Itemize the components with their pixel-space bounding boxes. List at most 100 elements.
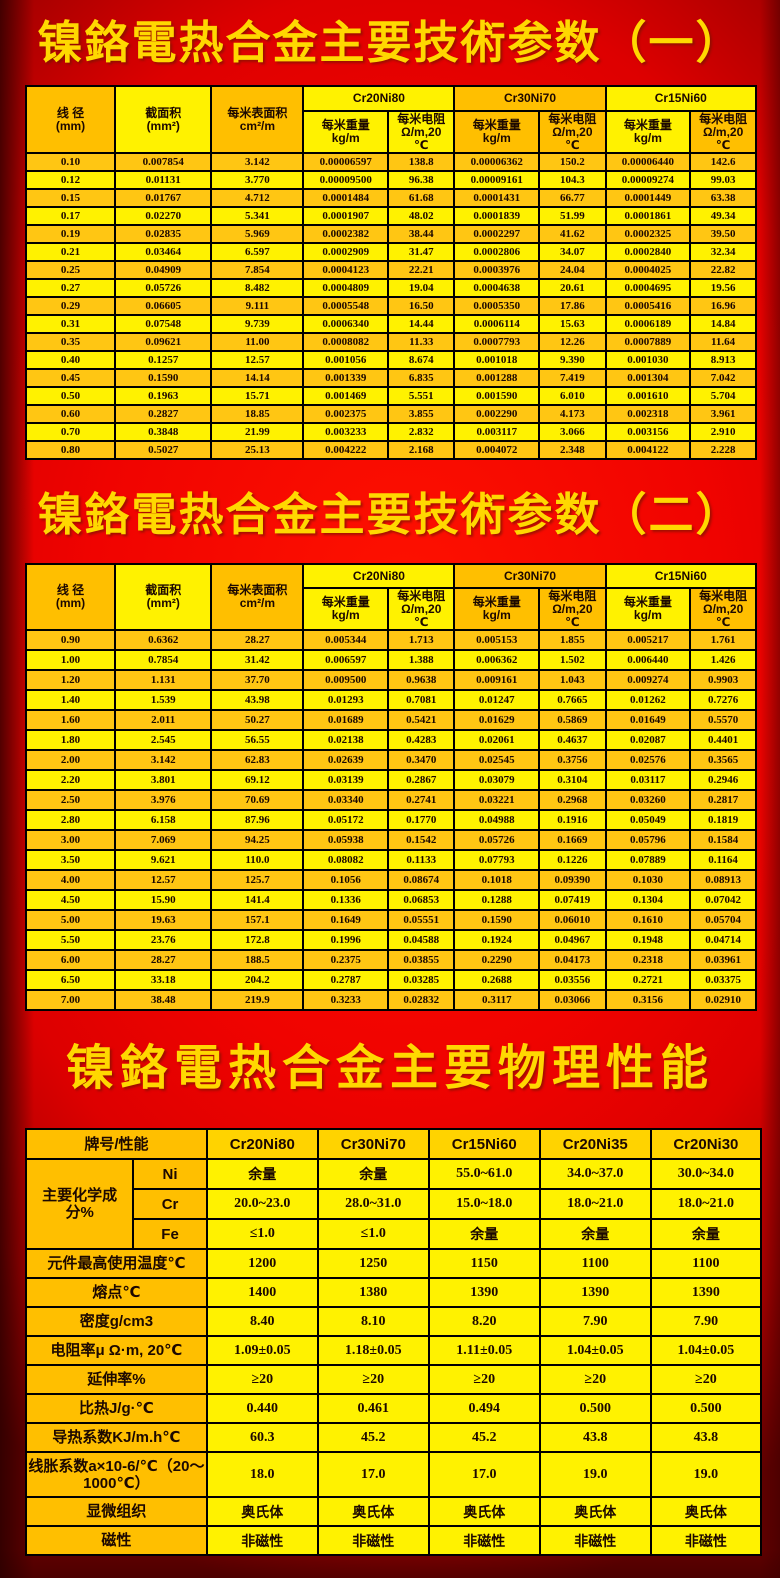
- data-cell: 34.0~37.0: [538, 1158, 652, 1190]
- table-row: 延伸率% ≥20 ≥20 ≥20 ≥20 ≥20: [25, 1364, 763, 1395]
- data-cell: 0.005344: [302, 629, 390, 651]
- data-cell: 0.06010: [538, 909, 607, 931]
- data-cell: 0.3565: [689, 749, 757, 771]
- data-cell: 141.4: [210, 889, 305, 911]
- data-cell: 余量: [205, 1158, 319, 1190]
- data-cell: 0.02639: [302, 749, 390, 771]
- data-cell: 1390: [538, 1277, 652, 1308]
- data-cell: 0.0004123: [302, 260, 390, 280]
- data-cell: 34.07: [538, 242, 607, 262]
- data-cell: 0.0006189: [604, 314, 692, 334]
- data-cell: 39.50: [689, 224, 757, 244]
- data-cell: 0.0001449: [604, 188, 692, 208]
- data-cell: 0.07042: [689, 889, 757, 911]
- header-cell-alloy: Cr30Ni70: [453, 563, 607, 589]
- data-cell: 48.02: [387, 206, 456, 226]
- data-cell: 0.01262: [604, 689, 692, 711]
- data-cell: 0.04967: [538, 929, 607, 951]
- data-cell: 0.08082: [302, 849, 390, 871]
- data-cell: 0.2318: [604, 949, 692, 971]
- data-cell: 9.390: [538, 350, 607, 370]
- data-cell: 0.0004809: [302, 278, 390, 298]
- table-row: 0.80 0.5027 25.13 0.004222 2.168 0.004072 2.34…: [24, 440, 757, 460]
- data-cell: 0.00009274: [604, 170, 692, 190]
- data-cell: 0.40: [24, 350, 117, 370]
- row-label-property: 元件最高使用温度℃: [25, 1248, 208, 1279]
- data-cell: 2.20: [24, 769, 117, 791]
- data-cell: 0.7665: [538, 689, 607, 711]
- data-cell: 0.29: [24, 296, 117, 316]
- data-cell: 0.02545: [453, 749, 541, 771]
- data-cell: 0.02576: [604, 749, 692, 771]
- data-cell: 余量: [649, 1218, 763, 1250]
- data-cell: 6.158: [114, 809, 213, 831]
- data-cell: 0.80: [24, 440, 117, 460]
- data-cell: 22.21: [387, 260, 456, 280]
- data-cell: 55.0~61.0: [427, 1158, 541, 1190]
- data-cell: 0.1133: [387, 849, 456, 871]
- data-cell: 204.2: [210, 969, 305, 991]
- data-cell: 0.0004695: [604, 278, 692, 298]
- data-cell: 150.2: [538, 152, 607, 172]
- header-cell-alloy: Cr30Ni70: [316, 1128, 430, 1160]
- header-cell-weight: 每米重量 kg/m: [302, 587, 390, 631]
- data-cell: 19.04: [387, 278, 456, 298]
- data-cell: 0.0006114: [453, 314, 541, 334]
- data-cell: 0.19: [24, 224, 117, 244]
- data-cell: 1380: [316, 1277, 430, 1308]
- data-cell: 87.96: [210, 809, 305, 831]
- data-cell: 0.10: [24, 152, 117, 172]
- data-cell: 6.50: [24, 969, 117, 991]
- data-cell: 0.2867: [387, 769, 456, 791]
- header-cell-resistance: 每米电阻 Ω/m,20 ℃: [689, 587, 757, 631]
- data-cell: 3.066: [538, 422, 607, 442]
- data-cell: 0.07889: [604, 849, 692, 871]
- data-cell: 0.001018: [453, 350, 541, 370]
- table-row: 1.60 2.011 50.27 0.01689 0.5421 0.01629 0.5869…: [24, 709, 757, 731]
- row-label-element: Ni: [132, 1158, 208, 1190]
- table-row: 0.19 0.02835 5.969 0.0002382 38.44 0.0002297 4…: [24, 224, 757, 244]
- data-cell: 18.0~21.0: [538, 1188, 652, 1220]
- data-cell: 2.348: [538, 440, 607, 460]
- data-cell: 7.042: [689, 368, 757, 388]
- header-cell-weight: 每米重量 kg/m: [453, 110, 541, 154]
- data-cell: 1400: [205, 1277, 319, 1308]
- data-cell: 11.00: [210, 332, 305, 352]
- data-cell: 28.27: [114, 949, 213, 971]
- data-cell: 0.01247: [453, 689, 541, 711]
- data-cell: 28.0~31.0: [316, 1188, 430, 1220]
- data-cell: 0.003233: [302, 422, 390, 442]
- data-cell: 0.3848: [114, 422, 213, 442]
- data-cell: 0.12: [24, 170, 117, 190]
- data-cell: 0.05726: [114, 278, 213, 298]
- header-cell-alloy: Cr20Ni80: [205, 1128, 319, 1160]
- data-cell: 0.03117: [604, 769, 692, 791]
- data-cell: 0.2290: [453, 949, 541, 971]
- table-row: 2.80 6.158 87.96 0.05172 0.1770 0.04988 0.1916…: [24, 809, 757, 831]
- table-row: 线胀系数a×10-6/℃（20～1000℃） 18.0 17.0 17.0 19.0 19…: [25, 1451, 763, 1498]
- data-cell: 2.80: [24, 809, 117, 831]
- data-cell: 0.001288: [453, 368, 541, 388]
- data-cell: 0.08674: [387, 869, 456, 891]
- data-cell: 31.42: [210, 649, 305, 671]
- table-row: 2.50 3.976 70.69 0.03340 0.2741 0.03221 0.2968…: [24, 789, 757, 811]
- tech-params-table-1: 线 径 (mm) 截面积 (mm²) 每米表面积 cm²/m Cr20Ni80 Cr30…: [24, 85, 758, 460]
- data-cell: 0.001304: [604, 368, 692, 388]
- data-cell: 0.1030: [604, 869, 692, 891]
- table-row: 磁性 非磁性 非磁性 非磁性 非磁性 非磁性: [25, 1525, 763, 1556]
- data-cell: 18.0~21.0: [649, 1188, 763, 1220]
- data-cell: 0.007854: [114, 152, 213, 172]
- data-cell: 0.02835: [114, 224, 213, 244]
- data-cell: 0.3470: [387, 749, 456, 771]
- data-cell: 14.44: [387, 314, 456, 334]
- data-cell: 12.57: [114, 869, 213, 891]
- row-label-property: 导热系数KJ/m.h℃: [25, 1422, 208, 1453]
- data-cell: 0.004072: [453, 440, 541, 460]
- data-cell: 0.0002806: [453, 242, 541, 262]
- data-cell: 0.1542: [387, 829, 456, 851]
- data-cell: 15.63: [538, 314, 607, 334]
- data-cell: 38.44: [387, 224, 456, 244]
- data-cell: 4.712: [210, 188, 305, 208]
- data-cell: 0.2688: [453, 969, 541, 991]
